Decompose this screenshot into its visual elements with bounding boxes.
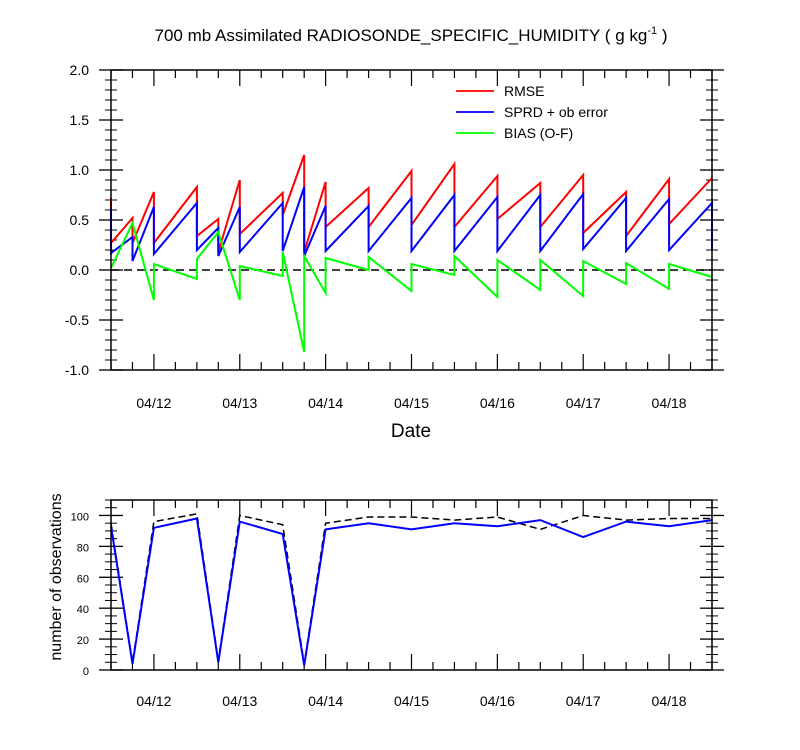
bottom-x-tick-labels: 04/12 04/13 04/14 04/15 04/16 04/17 04/18 <box>136 693 686 709</box>
x-tick-label: 04/13 <box>222 395 257 411</box>
top-plot-frame <box>110 69 713 371</box>
bottom-y-tick-labels: 0 20 40 60 80 100 <box>71 511 89 678</box>
x-tick-label: 04/17 <box>566 693 601 709</box>
y-tick-label: 100 <box>71 511 89 523</box>
y-tick-label: 2.0 <box>70 62 90 78</box>
chart-title-sup: -1 <box>647 25 657 37</box>
x-tick-label: 04/18 <box>652 395 687 411</box>
top-y-tick-labels: -1.0 -0.5 0.0 0.5 1.0 1.5 2.0 <box>65 62 89 378</box>
bottom-plot-frame <box>110 499 713 671</box>
y-tick-label: 0 <box>83 666 89 678</box>
x-tick-label: 04/12 <box>136 395 171 411</box>
legend-label-rmse: RMSE <box>504 83 544 99</box>
series-line-bias-o-f <box>110 220 713 353</box>
x-tick-label: 04/15 <box>394 395 429 411</box>
y-tick-label: 80 <box>77 542 89 554</box>
legend-label-sprd: SPRD + ob error <box>504 104 608 120</box>
chart-title: 700 mb Assimilated RADIOSONDE_SPECIFIC_H… <box>155 25 668 45</box>
x-tick-label: 04/18 <box>652 693 687 709</box>
top-x-tick-labels: 04/12 04/13 04/14 04/15 04/16 04/17 04/18 <box>136 395 686 411</box>
y-tick-label: 20 <box>77 635 89 647</box>
y-tick-label: 40 <box>77 604 89 616</box>
x-tick-label: 04/15 <box>394 693 429 709</box>
series-line-sprd-ob-error <box>110 186 713 262</box>
x-tick-label: 04/16 <box>480 693 515 709</box>
bottom-panel-series <box>110 513 713 666</box>
legend-label-bias: BIAS (O-F) <box>504 125 573 141</box>
y-tick-label: 60 <box>77 573 89 585</box>
y-tick-label: -1.0 <box>65 362 89 378</box>
chart-title-end: ) <box>657 26 667 45</box>
bottom-panel-ticks <box>99 499 724 671</box>
x-tick-label: 04/13 <box>222 693 257 709</box>
x-tick-label: 04/14 <box>308 395 343 411</box>
y-tick-label: 0.0 <box>70 262 90 278</box>
chart-title-main: 700 mb Assimilated RADIOSONDE_SPECIFIC_H… <box>155 26 648 45</box>
x-tick-label: 04/14 <box>308 693 343 709</box>
legend: RMSE SPRD + ob error BIAS (O-F) <box>456 83 608 141</box>
x-axis-title: Date <box>391 421 431 442</box>
x-tick-label: 04/17 <box>566 395 601 411</box>
top-panel-series <box>110 154 713 353</box>
y-tick-label: 1.5 <box>70 112 90 128</box>
x-tick-label: 04/16 <box>480 395 515 411</box>
y-tick-label: 1.0 <box>70 162 90 178</box>
series-line-possible <box>110 513 712 664</box>
y-tick-label: 0.5 <box>70 212 90 228</box>
y-axis-title-observations: number of observations <box>48 493 65 660</box>
top-panel: -1.0-0.50.00.51.01.52.0 04/12 04/13 04/14 0… <box>65 62 724 442</box>
series-line-assimilated <box>110 517 713 666</box>
y-tick-label: -0.5 <box>65 312 89 328</box>
x-tick-label: 04/12 <box>136 693 171 709</box>
